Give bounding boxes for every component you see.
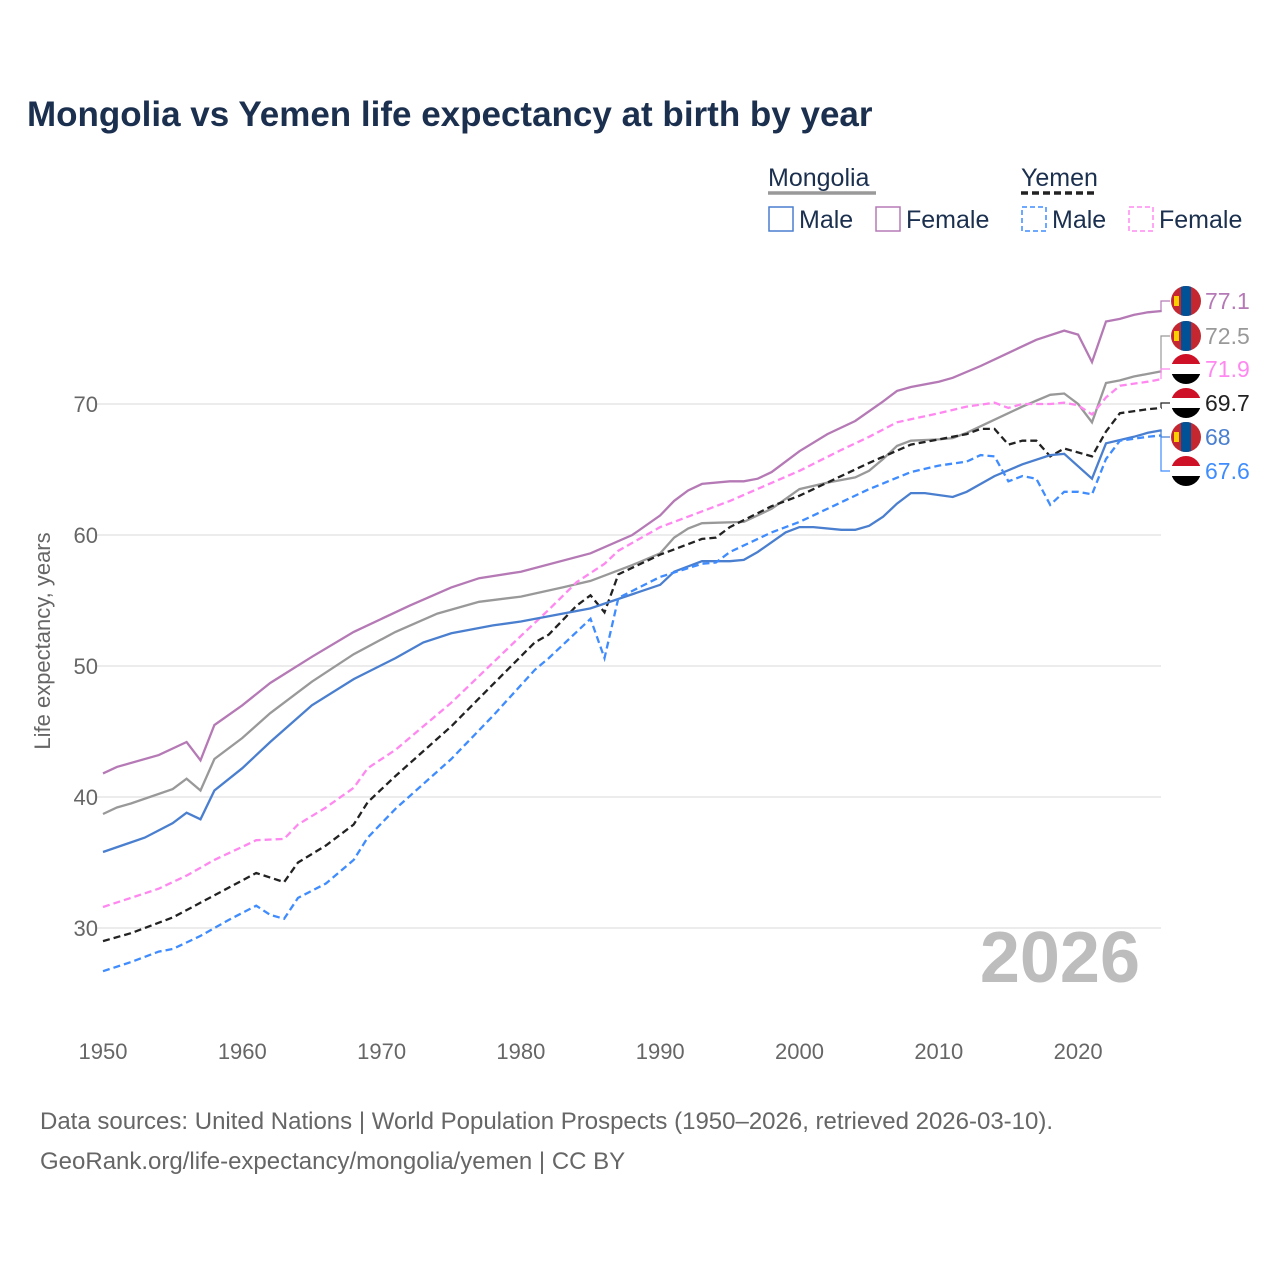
series-line-mongolia-male — [102, 429, 1162, 854]
legend-swatch-yemen-female — [1128, 206, 1154, 232]
label-connector — [1160, 435, 1170, 472]
x-tick-label: 2010 — [914, 1039, 963, 1064]
mongolia-flag-icon — [1171, 286, 1201, 316]
series-line-mongolia — [102, 370, 1162, 816]
end-value-label: 77.1 — [1205, 288, 1250, 314]
label-connector — [1160, 335, 1170, 372]
mongolia-flag-icon — [1171, 321, 1201, 351]
x-tick-label: 2000 — [775, 1039, 824, 1064]
y-tick-label: 30 — [74, 916, 98, 941]
legend: Mongolia Yemen Male Female Male Female — [768, 164, 1242, 234]
x-tick-label: 2020 — [1054, 1039, 1103, 1064]
series-line-yemen-female — [102, 377, 1162, 909]
footer-sources: Data sources: United Nations | World Pop… — [40, 1108, 1054, 1135]
label-connector — [1160, 402, 1170, 408]
footer-link[interactable]: GeoRank.org/life-expectancy/mongolia/yem… — [40, 1148, 626, 1175]
end-value-label: 69.7 — [1205, 390, 1250, 416]
legend-swatch-mongolia-female — [875, 206, 901, 232]
chart-title: Mongolia vs Yemen life expectancy at bir… — [27, 95, 873, 134]
legend-mongolia-title: Mongolia — [768, 164, 870, 192]
series-line-mongolia-female — [102, 309, 1162, 775]
legend-mongolia-male: Male — [799, 206, 853, 234]
year-watermark: 2026 — [980, 918, 1140, 998]
x-tick-label: 1980 — [496, 1039, 545, 1064]
x-tick-label: 1990 — [636, 1039, 685, 1064]
yemen-flag-icon — [1171, 456, 1201, 486]
label-connector — [1160, 430, 1170, 438]
end-value-label: 67.6 — [1205, 458, 1250, 484]
end-value-label: 71.9 — [1205, 356, 1250, 382]
mongolia-flag-icon — [1171, 422, 1201, 452]
x-tick-label: 1970 — [357, 1039, 406, 1064]
series-line-yemen — [102, 406, 1162, 943]
y-axis-label: Life expectancy, years — [30, 532, 55, 749]
legend-swatch-yemen-male — [1021, 206, 1047, 232]
legend-yemen-female: Female — [1159, 206, 1242, 234]
yemen-flag-icon — [1171, 388, 1201, 418]
legend-yemen-title: Yemen — [1021, 164, 1098, 192]
y-tick-label: 40 — [74, 785, 98, 810]
label-connector — [1160, 368, 1170, 380]
x-tick-label: 1950 — [79, 1039, 128, 1064]
label-connector — [1160, 300, 1170, 311]
legend-swatch-mongolia-male — [768, 206, 794, 232]
end-value-label: 72.5 — [1205, 323, 1250, 349]
legend-mongolia-female: Female — [906, 206, 989, 234]
end-value-label: 68 — [1205, 424, 1231, 450]
yemen-flag-icon — [1171, 354, 1201, 384]
y-tick-label: 50 — [74, 654, 98, 679]
legend-yemen-male: Male — [1052, 206, 1106, 234]
y-tick-label: 70 — [74, 392, 98, 417]
x-tick-label: 1960 — [218, 1039, 267, 1064]
series-line-yemen-male — [102, 434, 1162, 973]
y-tick-label: 60 — [74, 523, 98, 548]
